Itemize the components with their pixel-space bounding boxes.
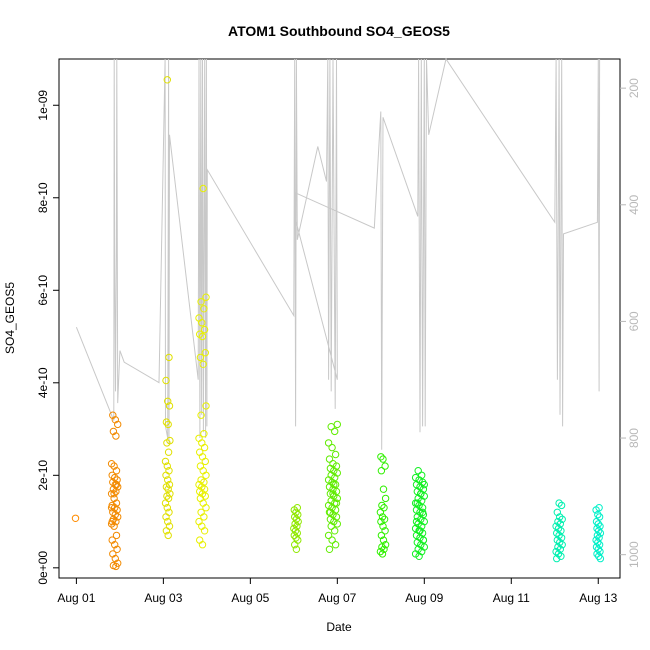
data-point — [72, 515, 78, 521]
y-tick-label: 8e-10 — [36, 182, 50, 213]
pressure-series — [76, 59, 599, 450]
data-point — [380, 486, 386, 492]
y-tick-label: 1e-09 — [36, 90, 50, 121]
x-tick-label: Aug 11 — [493, 591, 530, 605]
data-point — [329, 537, 335, 543]
y2-tick-label: 800 — [627, 428, 641, 448]
data-point — [332, 428, 338, 434]
data-point — [332, 528, 338, 534]
x-tick-label: Aug 01 — [57, 591, 95, 605]
x-tick-label: Aug 03 — [144, 591, 182, 605]
data-point — [165, 449, 171, 455]
y-tick-label: 4e-10 — [36, 367, 50, 398]
data-point — [334, 421, 340, 427]
pressure-line — [76, 59, 599, 450]
x-tick-label: Aug 09 — [405, 591, 443, 605]
y-tick-label: 0e+00 — [36, 551, 50, 585]
y-tick-label: 6e-10 — [36, 275, 50, 306]
y-axis-label: SO4_GEOS5 — [3, 282, 17, 354]
data-point — [415, 468, 421, 474]
x-tick-label: Aug 05 — [231, 591, 269, 605]
data-point — [378, 468, 384, 474]
y2-tick-label: 200 — [627, 78, 641, 98]
data-point — [329, 444, 335, 450]
x-axis-label: Date — [326, 620, 352, 634]
data-point — [332, 542, 338, 548]
data-point — [332, 451, 338, 457]
y2-axis: 200 400 600 800 1000 — [620, 78, 641, 568]
chart-title: ATOM1 Southbound SO4_GEOS5 — [228, 23, 450, 39]
x-tick-label: Aug 07 — [318, 591, 356, 605]
data-point — [326, 546, 332, 552]
data-point — [326, 456, 332, 462]
y2-tick-label: 400 — [627, 194, 641, 214]
x-axis: Aug 01 Aug 03 Aug 05 Aug 07 Aug 09 Aug 11 Aug … — [57, 578, 617, 605]
x-tick-label: Aug 13 — [579, 591, 617, 605]
y2-tick-label: 1000 — [627, 541, 641, 568]
data-point — [382, 495, 388, 501]
y-tick-label: 2e-10 — [36, 460, 50, 491]
points-series — [72, 77, 603, 570]
y2-tick-label: 600 — [627, 311, 641, 331]
y-axis: 0e+00 2e-10 4e-10 6e-10 8e-10 1e-09 — [36, 90, 59, 585]
